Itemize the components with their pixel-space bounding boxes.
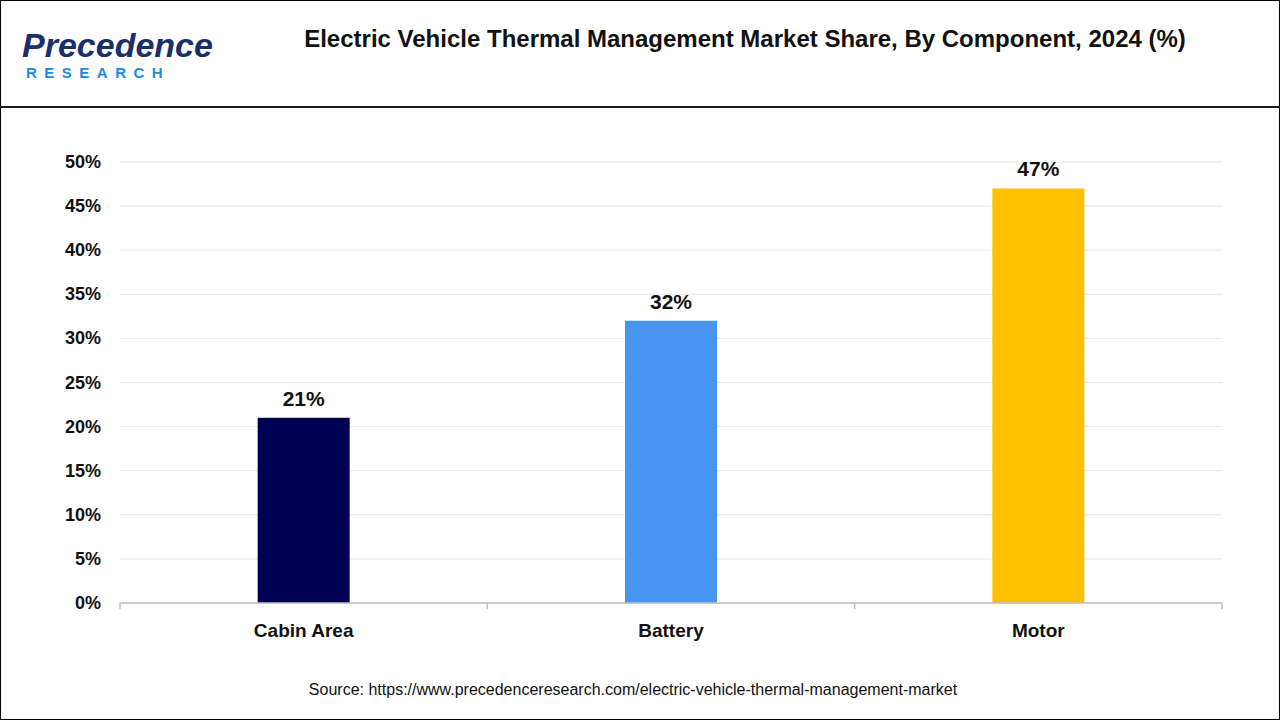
y-tick-label: 30%: [65, 328, 101, 348]
grid-line: [120, 603, 1222, 604]
x-tick-label: Cabin Area: [254, 620, 354, 641]
x-tick-label: Battery: [638, 620, 704, 641]
page: Precedence RESEARCH Electric Vehicle The…: [0, 0, 1280, 720]
y-tick-label: 5%: [75, 549, 101, 569]
source: Source: https://www.precedenceresearch.c…: [309, 681, 958, 698]
logo-name: Precedence: [22, 26, 213, 65]
y-tick-label: 35%: [65, 284, 101, 304]
y-tick-label: 50%: [65, 152, 101, 172]
x-tick: [854, 603, 856, 609]
header-rule: [0, 106, 1280, 108]
x-axis: [120, 602, 1222, 604]
bar: [992, 188, 1084, 603]
y-tick-label: 10%: [65, 505, 101, 525]
y-tick-label: 45%: [65, 196, 101, 216]
bar: [258, 418, 350, 603]
chart: 0% 5% 10% 15% 20% 25% 30% 35% 40% 45% 50% Cabin Are…: [0, 0, 1280, 720]
y-tick-label: 40%: [65, 240, 101, 260]
title: Electric Vehicle Thermal Management Mark…: [270, 22, 1220, 56]
x-tick: [119, 603, 121, 609]
x-tick: [1221, 603, 1223, 609]
bars: [258, 188, 1085, 603]
y-tick-label: 25%: [65, 373, 101, 393]
data-label: 32%: [650, 290, 692, 313]
y-tick-label: 0%: [75, 593, 101, 613]
bar: [625, 321, 717, 603]
y-tick-label: 15%: [65, 461, 101, 481]
y-tick-label: 20%: [65, 417, 101, 437]
logo-subtitle: RESEARCH: [26, 64, 170, 81]
x-tick: [487, 603, 489, 609]
data-label: 21%: [283, 387, 325, 410]
x-tick-label: Motor: [1012, 620, 1065, 641]
data-label: 47%: [1017, 157, 1059, 180]
